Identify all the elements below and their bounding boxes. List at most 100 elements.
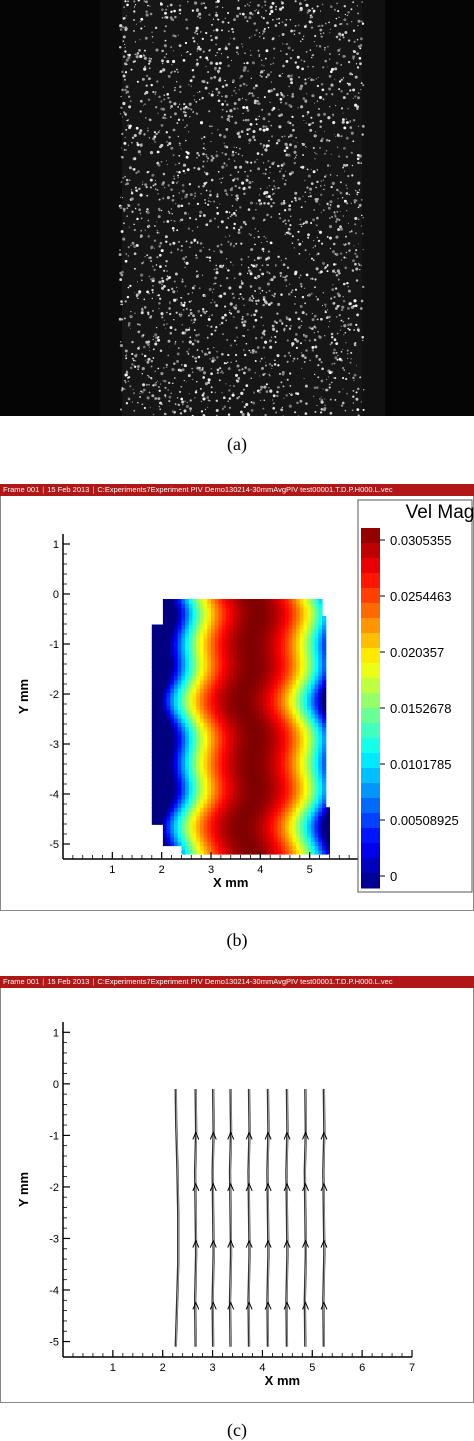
axes: 1 0 -1 -2 -3 -4 -5 1 2 3 4 5 6 7 xyxy=(49,1022,415,1374)
x-tick-label: 3 xyxy=(208,864,214,876)
y-tick-label: -3 xyxy=(49,1233,59,1245)
y-tick-label: 1 xyxy=(53,539,59,551)
flow-arrow xyxy=(245,1182,253,1192)
velocity-field xyxy=(151,599,330,855)
path-label: C:Experiments7Experiment PIV Demo130214-… xyxy=(97,977,393,986)
x-axis-label: X mm xyxy=(213,875,248,890)
flow-arrow xyxy=(320,1182,328,1192)
y-tick-label: -5 xyxy=(49,1337,59,1349)
flow-arrow xyxy=(192,1131,200,1140)
flow-arrow xyxy=(227,1182,235,1192)
flow-arrow xyxy=(283,1131,291,1140)
streamline-chart: 1 0 -1 -2 -3 -4 -5 1 2 3 4 5 6 7 X mm Y mm xyxy=(16,1022,415,1388)
streamline xyxy=(303,1088,306,1347)
streamline xyxy=(247,1088,250,1347)
y-tick-label: -5 xyxy=(49,839,59,851)
x-tick-label: 7 xyxy=(409,1362,415,1374)
flow-arrow xyxy=(283,1239,291,1248)
flow-arrow xyxy=(320,1131,328,1140)
y-tick-label: -3 xyxy=(49,739,59,751)
particle-field xyxy=(0,0,474,416)
date-label: 15 Feb 2013 xyxy=(47,485,90,494)
flow-arrow xyxy=(302,1239,309,1248)
flow-arrow xyxy=(283,1182,291,1192)
caption-b: (b) xyxy=(226,930,248,950)
y-tick-label: 0 xyxy=(53,1079,59,1091)
flow-arrow xyxy=(264,1301,272,1310)
legend-label: 0.0305355 xyxy=(390,533,451,548)
legend-label: 0.020357 xyxy=(390,645,444,660)
streamlines xyxy=(174,1088,328,1347)
contour-panel: Frame 001 | 15 Feb 2013 | C:Experiments7Expe… xyxy=(0,484,474,912)
axes: 1 0 -1 -2 -3 -4 -5 1 2 3 4 5 xyxy=(49,534,358,876)
y-tick-label: 0 xyxy=(53,589,59,601)
streamline xyxy=(174,1088,179,1347)
y-tick-label: -1 xyxy=(49,1130,59,1142)
legend-label: 0.00508925 xyxy=(390,813,459,828)
streamline xyxy=(266,1088,269,1347)
flow-arrow xyxy=(264,1182,272,1192)
legend-title: Vel Mag xyxy=(406,502,474,523)
legend-label: 0.0254463 xyxy=(390,589,451,604)
flow-arrow xyxy=(264,1131,272,1140)
contour-chart: 1 0 -1 -2 -3 -4 -5 1 2 3 4 5 X mm Y mm Vel Mag 0.03… xyxy=(16,499,474,893)
flow-arrow xyxy=(264,1239,272,1248)
path-label: C:Experiments7Experiment PIV Demo130214-… xyxy=(97,485,393,494)
y-tick-label: -1 xyxy=(49,639,59,651)
flow-arrow xyxy=(320,1239,328,1248)
flow-arrow xyxy=(245,1239,253,1248)
flow-arrow xyxy=(209,1182,217,1192)
x-tick-label: 5 xyxy=(307,864,313,876)
x-tick-label: 1 xyxy=(109,864,115,876)
caption-a: (a) xyxy=(227,434,247,454)
x-tick-label: 4 xyxy=(259,1362,265,1374)
y-tick-label: 1 xyxy=(53,1027,59,1039)
legend-label: 0.0101785 xyxy=(390,757,451,772)
x-tick-label: 6 xyxy=(359,1362,365,1374)
flow-arrow xyxy=(245,1131,253,1140)
flow-arrow xyxy=(192,1301,200,1310)
flow-arrow xyxy=(227,1131,235,1140)
x-tick-label: 5 xyxy=(309,1362,315,1374)
flow-arrow xyxy=(192,1239,200,1248)
flow-arrow xyxy=(209,1301,217,1310)
frame-label: Frame 001 xyxy=(3,977,40,986)
legend-label: 0 xyxy=(390,869,397,884)
x-tick-label: 1 xyxy=(110,1362,116,1374)
caption-c: (c) xyxy=(227,1420,247,1440)
x-tick-label: 3 xyxy=(210,1362,216,1374)
x-tick-label: 4 xyxy=(257,864,263,876)
streamline xyxy=(228,1088,232,1347)
streamline-panel: Frame 001 | 15 Feb 2013 | C:Experiments7Expe… xyxy=(0,976,474,1416)
flow-arrow xyxy=(302,1131,309,1140)
date-label: 15 Feb 2013 xyxy=(47,977,90,986)
x-tick-label: 2 xyxy=(160,1362,166,1374)
legend: Vel Mag 0.0305355 0.0254463 0.020357 0.0152… xyxy=(357,499,474,893)
streamline xyxy=(211,1088,214,1347)
flow-arrow xyxy=(302,1182,309,1192)
streamline xyxy=(322,1088,325,1347)
x-tick-label: 2 xyxy=(159,864,165,876)
flow-arrow xyxy=(227,1239,235,1248)
streamline xyxy=(285,1088,288,1347)
file-header: Frame 001 | 15 Feb 2013 | C:Experiments7Expe… xyxy=(0,484,474,496)
flow-arrow xyxy=(245,1301,253,1310)
file-header: Frame 001 | 15 Feb 2013 | C:Experiments7Expe… xyxy=(0,976,474,988)
flow-arrow xyxy=(209,1131,217,1140)
y-tick-label: -4 xyxy=(49,1285,59,1297)
flow-arrow xyxy=(320,1301,328,1310)
legend-label: 0.0152678 xyxy=(390,701,451,716)
flow-arrow xyxy=(302,1301,309,1310)
y-axis-label: Y mm xyxy=(16,1172,31,1207)
y-tick-label: -2 xyxy=(49,1182,59,1194)
x-axis-label: X mm xyxy=(265,1373,300,1388)
flow-arrow xyxy=(192,1182,200,1192)
streamline xyxy=(193,1088,197,1347)
y-tick-label: -2 xyxy=(49,689,59,701)
y-axis-label: Y mm xyxy=(16,679,31,714)
frame-label: Frame 001 xyxy=(3,485,40,494)
flow-arrow xyxy=(227,1301,235,1310)
flow-arrow xyxy=(209,1239,217,1248)
particles xyxy=(118,0,365,416)
y-tick-label: -4 xyxy=(49,789,59,801)
